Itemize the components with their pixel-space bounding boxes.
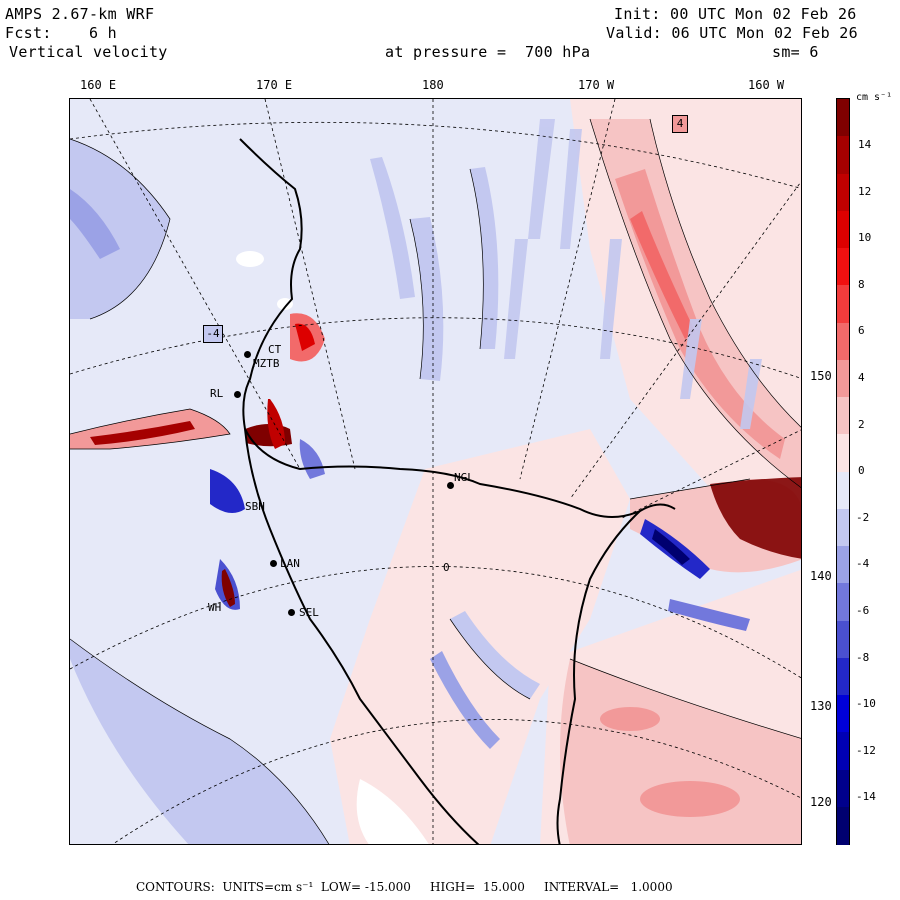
colorbar-band [837,806,849,845]
colorbar-tick-label: 8 [858,277,865,291]
colorbar-tick-label: -6 [856,604,870,617]
colorbar-band [837,322,849,361]
colorbar-tick-label: 2 [858,417,865,431]
colorbar-band [837,248,849,286]
field-name: Vertical velocity [9,43,168,61]
colorbar-tick-label: 6 [858,324,865,338]
colorbar-band [837,583,849,621]
colorbar-band [837,732,849,770]
colorbar-band [837,657,849,696]
station-sel[interactable]: SEL [299,606,319,619]
forecast-hour: Fcst: 6 h [5,24,117,42]
colorbar-band [837,173,849,212]
colorbar-tick-label: -8 [856,650,870,664]
colorbar-tick-label: 4 [858,371,865,384]
zero-contour-label: 0 [443,561,450,574]
colorbar-band [837,769,849,808]
station-ngl[interactable]: NGL [454,471,474,484]
colorbar-tick-label: 12 [858,184,872,198]
lon-label-180: 180 [422,78,444,92]
station-sel-dot [288,609,295,616]
init-time: Init: 00 UTC Mon 02 Feb 26 [614,5,857,23]
smoothing: sm= 6 [772,43,819,61]
station-rl-dot [234,391,241,398]
colorbar-band [837,397,849,435]
colorbar-band [837,210,849,249]
contour-info-footer: CONTOURS: UNITS=cm s⁻¹ LOW= -15.000 HIGH… [136,880,673,894]
colorbar-band [837,546,849,584]
colorbar-band [837,359,849,398]
station-ngl-dot [447,482,454,489]
colorbar-tick-label: 10 [858,231,872,245]
colorbar-band [837,99,849,137]
lon-label-170w: 170 W [578,78,615,92]
station-mztb[interactable]: MZTB [253,357,280,370]
colorbar-band [837,285,849,323]
colorbar-band [837,136,849,174]
minimum-marker: -4 [203,325,223,343]
colorbar-tick-label: -10 [856,697,876,711]
lon-label-170e: 170 E [256,78,293,92]
colorbar-tick-label: -4 [856,557,870,571]
valid-time: Valid: 06 UTC Mon 02 Feb 26 [606,24,858,42]
station-sbh[interactable]: SBH [245,500,265,513]
colorbar-band [837,620,849,659]
station-rl[interactable]: RL [210,387,224,400]
colorbar-band [837,695,849,733]
vertical-velocity-field [70,99,801,844]
lon-label-160w: 160 W [748,78,785,92]
colorbar-units: cm s⁻¹ [856,92,893,103]
colorbar-band [837,434,849,472]
colorbar [836,98,850,845]
station-lan-dot [270,560,277,567]
station-lan[interactable]: LAN [280,557,300,570]
colorbar-tick-label: -12 [856,743,876,757]
colorbar-tick-label: 14 [858,138,872,151]
colorbar-band [837,508,849,547]
colorbar-tick-label: 0 [858,464,865,478]
model-title: AMPS 2.67-km WRF [5,5,155,23]
colorbar-band [837,471,849,510]
colorbar-tick-label: -2 [856,510,870,524]
pressure-level: at pressure = 700 hPa [385,43,591,61]
colorbar-tick-label: -14 [856,790,876,804]
lon-label-160e: 160 E [80,78,117,92]
station-wh[interactable]: WH [208,601,222,614]
station-ct-dot [244,351,251,358]
map-panel[interactable]: -4 4 0 CT MZTB RL NGL SBH LAN SEL WH [69,98,802,845]
maximum-marker: 4 [672,115,688,133]
station-ct[interactable]: CT [268,343,282,356]
